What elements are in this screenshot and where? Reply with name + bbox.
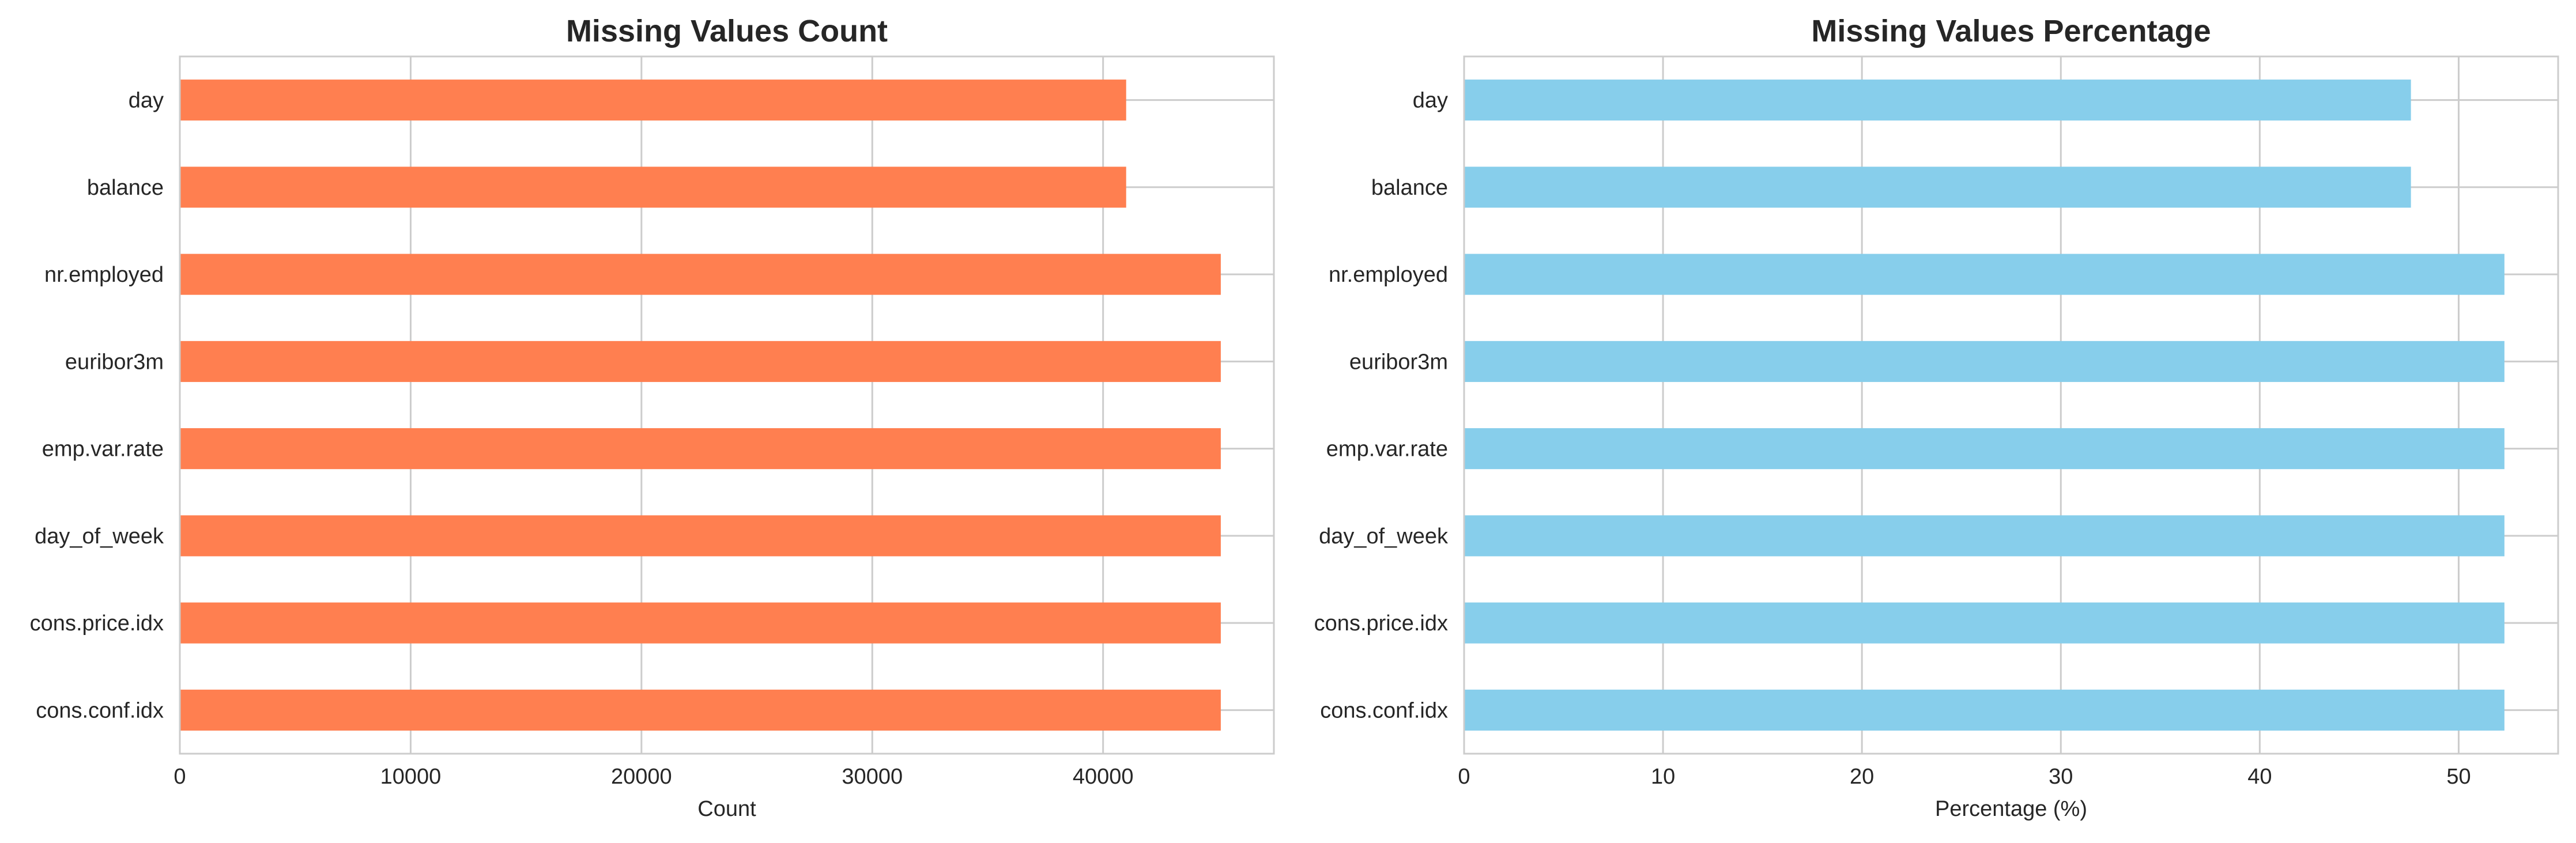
count-chart-title: Missing Values Count [566, 14, 888, 48]
percentage-y-tick-label: day_of_week [1319, 524, 1449, 549]
count-x-tick-label: 30000 [842, 765, 903, 789]
count-y-tick-label: cons.price.idx [30, 611, 164, 636]
percentage-bar-cons.conf.idx [1464, 689, 2505, 731]
percentage-bar-nr.employed [1464, 254, 2505, 295]
count-chart-panel: day balance nr.employed euribor3m emp.var.ra… [30, 14, 1275, 821]
percentage-y-tick-label: balance [1371, 176, 1448, 200]
percentage-x-tick-label: 50 [2446, 765, 2471, 789]
percentage-x-tick-label: 40 [2247, 765, 2272, 789]
percentage-y-tick-label: cons.price.idx [1314, 611, 1448, 636]
percentage-x-tick-label: 0 [1458, 765, 1470, 789]
percentage-x-tick-label: 10 [1651, 765, 1675, 789]
count-bar-balance [180, 167, 1126, 208]
count-y-tick-label: nr.employed [44, 263, 164, 287]
count-y-tick-label: emp.var.rate [42, 437, 164, 462]
count-y-tick-label: balance [87, 176, 164, 200]
percentage-y-tick-label: nr.employed [1329, 263, 1448, 287]
percentage-bar-cons.price.idx [1464, 602, 2505, 644]
count-bar-day [180, 80, 1126, 121]
count-y-tick-label: day_of_week [35, 524, 164, 549]
percentage-y-tick-label: day [1413, 89, 1448, 113]
count-y-tick-label: day [129, 89, 164, 113]
count-bar-cons.conf.idx [180, 689, 1221, 731]
percentage-axes-frame [1463, 55, 2559, 755]
percentage-bar-balance [1464, 167, 2411, 208]
count-axes-frame [179, 55, 1275, 755]
count-x-tick-label: 20000 [611, 765, 672, 789]
percentage-x-axis-label: Percentage (%) [1935, 797, 2087, 821]
percentage-x-tick-label: 30 [2049, 765, 2073, 789]
count-bar-day_of_week [180, 515, 1221, 557]
count-y-tick-label: euribor3m [65, 350, 164, 374]
percentage-y-tick-label: euribor3m [1349, 350, 1448, 374]
percentage-bar-day_of_week [1464, 515, 2505, 557]
count-bar-nr.employed [180, 254, 1221, 295]
percentage-chart-panel: day balance nr.employed euribor3m emp.var.ra… [1314, 14, 2559, 821]
count-bar-emp.var.rate [180, 428, 1221, 470]
count-x-tick-label: 40000 [1073, 765, 1134, 789]
count-x-tick-label: 10000 [380, 765, 442, 789]
count-bar-cons.price.idx [180, 602, 1221, 644]
percentage-chart-title: Missing Values Percentage [1811, 14, 2211, 48]
count-x-tick-label: 0 [174, 765, 186, 789]
percentage-y-tick-label: cons.conf.idx [1320, 698, 1448, 723]
percentage-x-tick-label: 20 [1850, 765, 1874, 789]
percentage-bar-emp.var.rate [1464, 428, 2505, 470]
percentage-y-tick-label: emp.var.rate [1326, 437, 1448, 462]
count-x-axis-label: Count [697, 797, 756, 821]
count-bar-euribor3m [180, 341, 1221, 382]
count-y-tick-label: cons.conf.idx [36, 698, 164, 723]
percentage-bar-day [1464, 80, 2411, 121]
percentage-bar-euribor3m [1464, 341, 2505, 382]
